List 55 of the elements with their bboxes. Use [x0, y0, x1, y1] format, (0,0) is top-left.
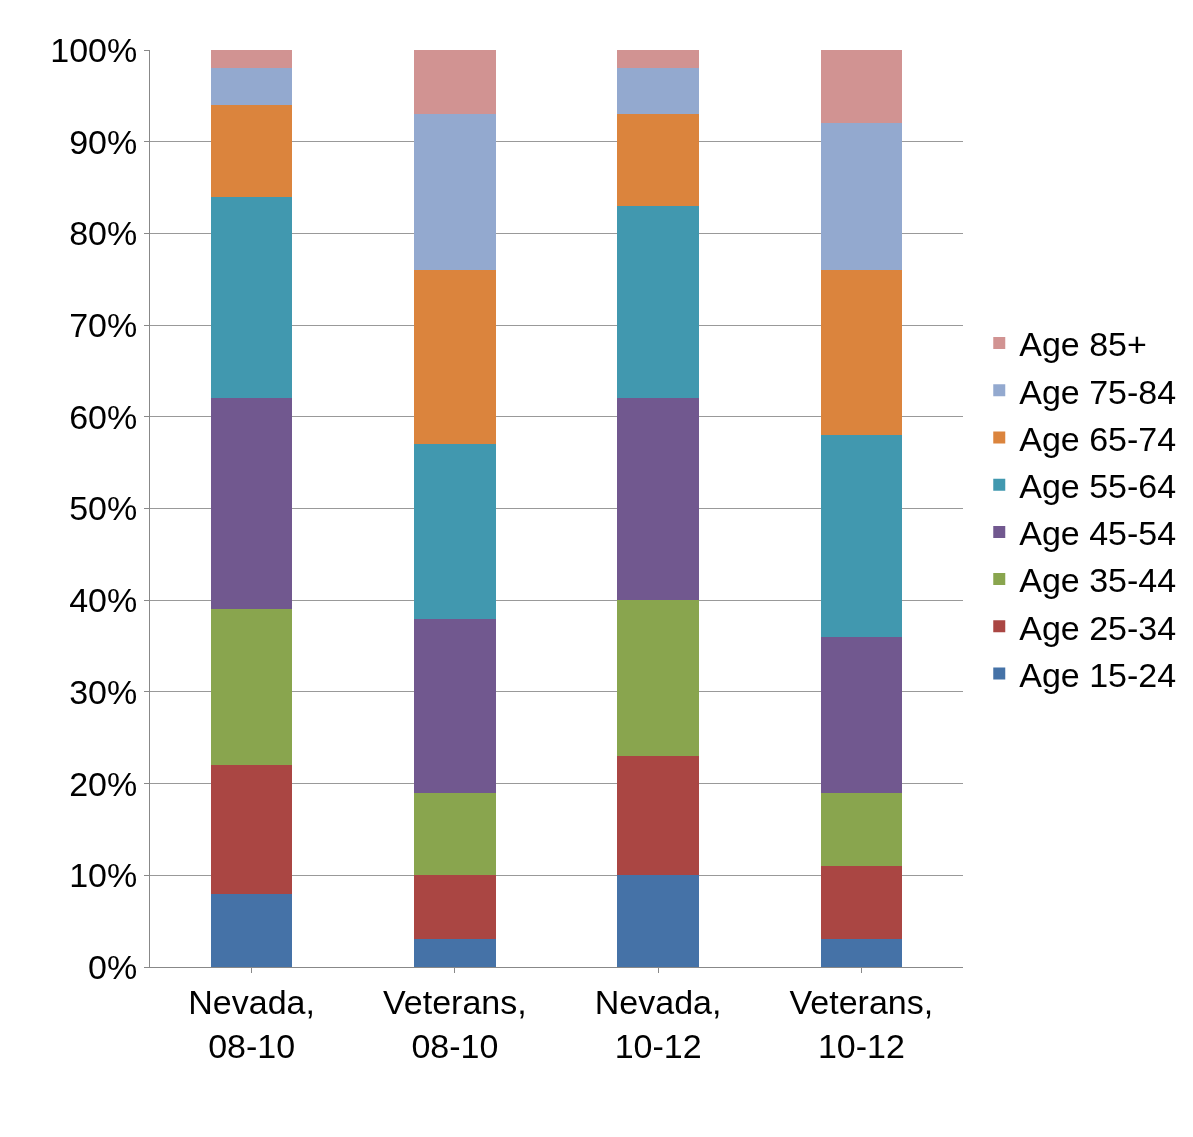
bar [210, 398, 293, 610]
bar [414, 270, 496, 445]
y-tick-label: 10% [69, 856, 138, 895]
bar [210, 196, 293, 399]
bar [820, 939, 903, 967]
bar [617, 205, 699, 399]
bar [210, 765, 293, 894]
bar [414, 939, 496, 967]
bar [210, 50, 293, 69]
bar [617, 756, 699, 876]
x-tick-label: Veterans, 10-12 [789, 982, 934, 1065]
bar [617, 68, 699, 115]
bar [210, 609, 293, 766]
bar [617, 875, 699, 967]
bar [414, 792, 496, 876]
bar [820, 866, 903, 940]
legend-label: Age 85+ [1019, 325, 1147, 364]
bar [414, 444, 496, 619]
bar [617, 114, 699, 206]
legend-label: Age 65-74 [1019, 419, 1177, 458]
y-tick-label: 0% [88, 947, 138, 986]
bar [414, 114, 496, 271]
legend-label: Age 45-54 [1019, 514, 1177, 553]
y-tick-label: 40% [69, 581, 138, 620]
y-tick-label: 60% [69, 397, 138, 436]
y-tick-label: 20% [69, 764, 138, 803]
y-tick-label: 30% [69, 672, 138, 711]
y-tick-label: 90% [69, 122, 138, 161]
bar [210, 105, 293, 197]
legend-label: Age 75-84 [1019, 372, 1177, 411]
y-tick-label: 50% [69, 489, 138, 528]
bar [617, 600, 699, 757]
bar [414, 618, 496, 793]
bar [414, 50, 496, 115]
bar [820, 50, 903, 124]
y-tick-label: 70% [69, 306, 138, 344]
bar [820, 636, 903, 793]
legend-label: Age 35-44 [1019, 561, 1177, 600]
bar [617, 398, 699, 601]
x-tick-label: Veterans, 08-10 [383, 982, 527, 1065]
bar [820, 123, 903, 271]
y-tick-label: 100% [50, 30, 138, 69]
y-tick-label: 80% [69, 214, 138, 253]
legend-label: Age 15-24 [1019, 655, 1177, 694]
legend-label: Age 55-64 [1019, 466, 1177, 505]
bar [414, 875, 496, 940]
bar [617, 50, 699, 69]
bar [820, 792, 903, 867]
x-tick-label: Nevada, 10-12 [594, 982, 722, 1065]
bar [820, 435, 903, 637]
bar [820, 270, 903, 436]
bar [210, 68, 293, 106]
bar [210, 893, 293, 967]
legend-label: Age 25-34 [1019, 608, 1177, 647]
x-tick-label: Nevada, 08-10 [188, 982, 315, 1065]
